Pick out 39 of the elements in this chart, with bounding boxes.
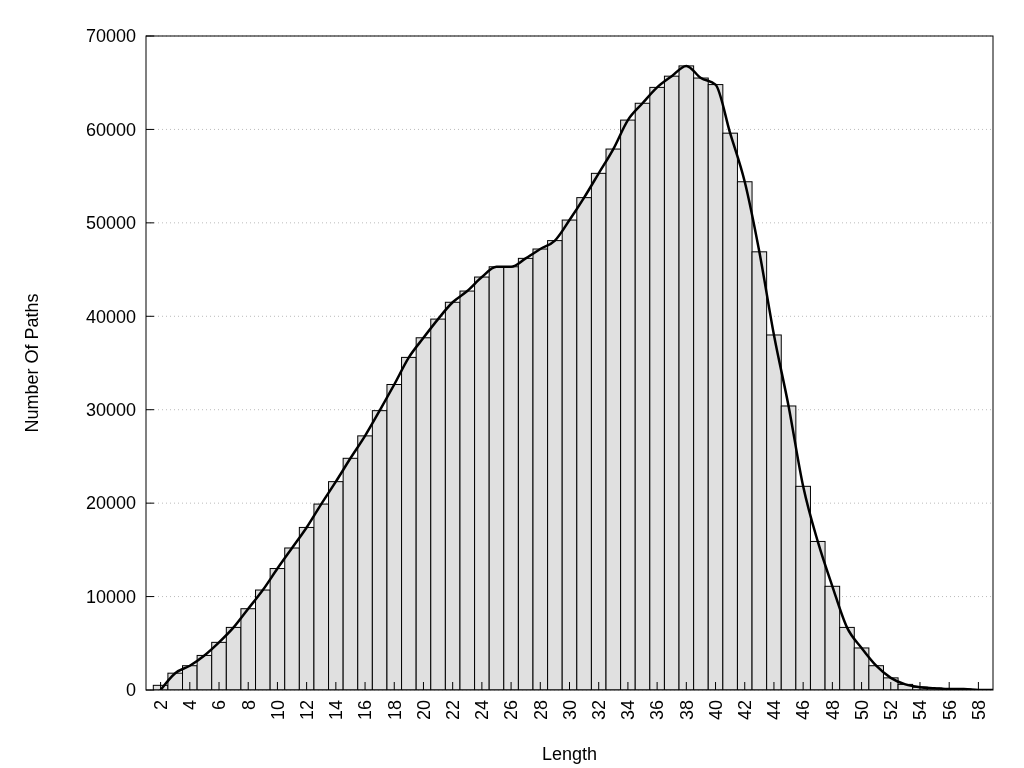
x-tick-label: 38 — [676, 700, 697, 721]
x-tick-label: 54 — [910, 700, 931, 721]
y-tick-label: 10000 — [85, 586, 136, 607]
x-tick-label: 58 — [968, 700, 989, 721]
x-tick-label: 44 — [764, 700, 785, 721]
x-tick-label: 42 — [735, 700, 756, 721]
x-tick-label: 32 — [589, 700, 610, 721]
x-tick-label: 48 — [822, 700, 843, 721]
y-tick-label: 60000 — [85, 119, 136, 140]
x-tick-label: 40 — [705, 700, 726, 721]
x-tick-label: 4 — [180, 700, 201, 711]
x-tick-label: 12 — [296, 700, 317, 721]
x-tick-label: 6 — [209, 700, 230, 711]
y-tick-label: 30000 — [85, 400, 136, 421]
x-tick-label: 22 — [442, 700, 463, 721]
x-tick-label: 46 — [793, 700, 814, 721]
x-tick-label: 2 — [150, 700, 171, 711]
x-tick-label: 8 — [238, 700, 259, 711]
x-tick-label: 30 — [559, 700, 580, 721]
x-tick-label: 56 — [939, 700, 960, 721]
x-axis-title: Length — [541, 744, 598, 764]
x-tick-label: 50 — [851, 700, 872, 721]
x-tick-label: 18 — [384, 700, 405, 721]
y-tick-label: 20000 — [85, 493, 136, 514]
x-tick-label: 52 — [881, 700, 902, 721]
x-tick-label: 26 — [501, 700, 522, 721]
y-tick-label: 40000 — [85, 306, 136, 327]
x-tick-label: 16 — [355, 700, 376, 721]
x-tick-label: 10 — [267, 700, 288, 721]
y-tick-label: 50000 — [85, 213, 136, 234]
y-tick-label: 0 — [125, 680, 136, 701]
x-tick-label: 34 — [618, 700, 639, 721]
x-tick-label: 20 — [413, 700, 434, 721]
x-tick-label: 36 — [647, 700, 668, 721]
x-tick-label: 14 — [326, 700, 347, 721]
y-axis-title: Number Of Paths — [22, 293, 42, 433]
y-tick-label: 70000 — [85, 26, 136, 47]
x-tick-label: 24 — [472, 700, 493, 721]
x-tick-label: 28 — [530, 700, 551, 721]
